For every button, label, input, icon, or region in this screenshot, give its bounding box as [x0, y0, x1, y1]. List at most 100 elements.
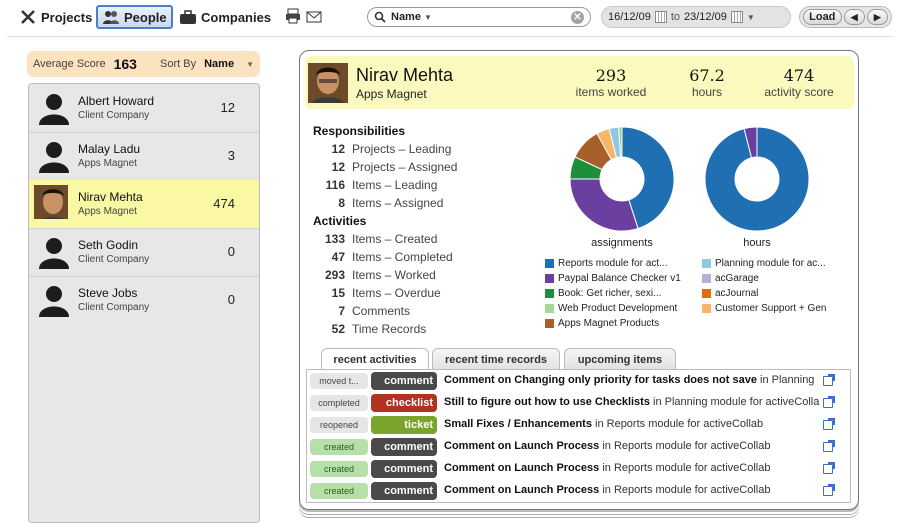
tab-recent-time-records[interactable]: recent time records — [432, 348, 560, 370]
activities-count: 47 — [331, 250, 345, 264]
activity-type-badge: checklist — [371, 394, 437, 412]
person-row[interactable]: Nirav Mehta Apps Magnet 474 — [29, 180, 259, 228]
legend-swatch — [545, 319, 554, 328]
previous-icon[interactable]: ◀ — [843, 9, 865, 25]
profile-header: Nirav Mehta Apps Magnet 293 items worked… — [305, 56, 854, 109]
legend-item: Customer Support + Gen — [702, 303, 826, 314]
calendar-to-icon[interactable] — [730, 11, 743, 23]
next-icon[interactable]: ▶ — [866, 9, 888, 25]
person-detail-card: Nirav Mehta Apps Magnet 293 items worked… — [299, 50, 859, 510]
person-row[interactable]: Malay Ladu Apps Magnet 3 — [29, 132, 259, 180]
activity-title[interactable]: Comment on Launch Process — [444, 462, 600, 474]
date-chevron-down-icon[interactable]: ▼ — [746, 12, 755, 22]
person-name: Malay Ladu — [78, 142, 141, 156]
activity-description[interactable]: Comment on Launch Process in Reports mod… — [444, 440, 820, 452]
external-link-icon[interactable] — [823, 462, 835, 474]
legend-label: Paypal Balance Checker v1 — [558, 273, 681, 284]
email-icon[interactable] — [306, 8, 322, 24]
activity-title[interactable]: Comment on Launch Process — [444, 484, 600, 496]
activities-label: Comments — [352, 304, 411, 318]
print-icon[interactable] — [285, 8, 301, 24]
load-button[interactable]: Load — [803, 9, 842, 25]
people-list: Albert Howard Client Company 12 Malay Ladu A… — [28, 83, 260, 523]
person-company: Apps Magnet — [78, 158, 137, 169]
responsibilities-count: 8 — [338, 196, 345, 210]
activity-description[interactable]: Still to figure out how to use Checklist… — [444, 396, 820, 408]
date-range: 16/12/09 to 23/12/09 ▼ — [601, 6, 791, 28]
activity-description[interactable]: Comment on Launch Process in Reports mod… — [444, 484, 820, 496]
legend-label: acGarage — [715, 273, 759, 284]
activity-title[interactable]: Still to figure out how to use Checklist… — [444, 396, 650, 408]
activity-row: moved t... comment Comment on Changing onl… — [307, 370, 850, 392]
average-score-bar: Average Score 163 Sort By Name ▼ — [27, 51, 260, 77]
activities-label: Items – Worked — [352, 268, 436, 282]
legend-label: acJournal — [715, 288, 759, 299]
activity-type-badge: ticket — [371, 416, 437, 434]
activity-description[interactable]: Comment on Launch Process in Reports mod… — [444, 462, 820, 474]
responsibilities-label: Projects – Leading — [352, 142, 452, 156]
person-score: 0 — [227, 292, 235, 307]
legend-item: Web Product Development — [545, 303, 677, 314]
activity-description[interactable]: Comment on Changing only priority for ta… — [444, 374, 820, 386]
external-link-icon[interactable] — [823, 440, 835, 452]
briefcase-icon — [180, 10, 196, 24]
sort-by-label: Sort By — [160, 58, 197, 70]
external-link-icon[interactable] — [823, 374, 835, 386]
activity-status-badge: completed — [310, 395, 368, 411]
person-row[interactable]: Albert Howard Client Company 12 — [29, 84, 259, 132]
activity-context: in Reports module for activeCollab — [599, 484, 771, 496]
activities-label: Items – Completed — [352, 250, 453, 264]
activity-context: in Reports module for activeCollab — [591, 418, 764, 430]
nav-projects-button[interactable]: Projects — [14, 5, 97, 29]
activity-title[interactable]: Small Fixes / Enhancements — [444, 418, 592, 430]
tools-icon — [21, 10, 35, 24]
search-icon — [374, 11, 386, 23]
legend-label: Web Product Development — [558, 303, 678, 314]
stat-activity-score-value: 474 — [783, 66, 815, 85]
external-link-icon[interactable] — [823, 396, 835, 408]
person-row[interactable]: Seth Godin Client Company 0 — [29, 228, 259, 276]
date-to[interactable]: 23/12/09 — [684, 11, 727, 23]
clear-search-icon[interactable]: ✕ — [571, 10, 584, 24]
stat-items-worked: 293 items worked — [571, 66, 651, 99]
person-name: Steve Jobs — [78, 286, 138, 300]
hours-slice — [704, 126, 810, 232]
person-silhouette-icon — [39, 238, 69, 269]
sort-by-select[interactable]: Name — [204, 58, 235, 70]
date-to-label: to — [670, 11, 681, 23]
legend-item: acGarage — [702, 273, 759, 284]
responsibilities-heading: Responsibilities — [313, 124, 406, 138]
profile-name: Nirav Mehta — [356, 65, 454, 85]
stat-hours-label: hours — [691, 85, 723, 99]
person-silhouette-icon — [39, 94, 69, 125]
activity-title[interactable]: Comment on Changing only priority for ta… — [444, 374, 757, 386]
search-field-selector[interactable]: Name — [391, 11, 421, 23]
tab-upcoming-items[interactable]: upcoming items — [564, 348, 676, 370]
person-silhouette-icon — [39, 142, 69, 173]
date-from[interactable]: 16/12/09 — [608, 11, 651, 23]
activity-row: created comment Comment on Launch Process … — [307, 458, 850, 480]
activity-row: created comment Comment on Launch Process … — [307, 480, 850, 502]
person-row[interactable]: Steve Jobs Client Company 0 — [29, 276, 259, 324]
calendar-from-icon[interactable] — [654, 11, 667, 23]
responsibilities-count: 12 — [331, 160, 345, 174]
sort-chevron-down-icon[interactable]: ▼ — [246, 59, 254, 69]
activities-count: 7 — [338, 304, 345, 318]
search-input[interactable]: Name ▼ ✕ — [367, 7, 591, 27]
tab-recent-activities[interactable]: recent activities — [321, 348, 429, 371]
nav-companies-button[interactable]: Companies — [174, 5, 276, 29]
person-name: Nirav Mehta — [78, 190, 143, 204]
nav-people-button[interactable]: People — [96, 5, 173, 29]
external-link-icon[interactable] — [823, 484, 835, 496]
chevron-down-icon[interactable]: ▼ — [423, 12, 432, 22]
activity-type-badge: comment — [371, 438, 437, 456]
external-link-icon[interactable] — [823, 418, 835, 430]
legend-swatch — [702, 304, 711, 313]
activity-status-badge: created — [310, 439, 368, 455]
person-score: 0 — [227, 244, 235, 259]
activity-description[interactable]: Small Fixes / Enhancements in Reports mo… — [444, 418, 820, 430]
activity-context: in Reports module for activeCollab — [599, 462, 771, 474]
activities-label: Items – Overdue — [352, 286, 441, 300]
avatar — [34, 185, 68, 219]
activity-title[interactable]: Comment on Launch Process — [444, 440, 600, 452]
